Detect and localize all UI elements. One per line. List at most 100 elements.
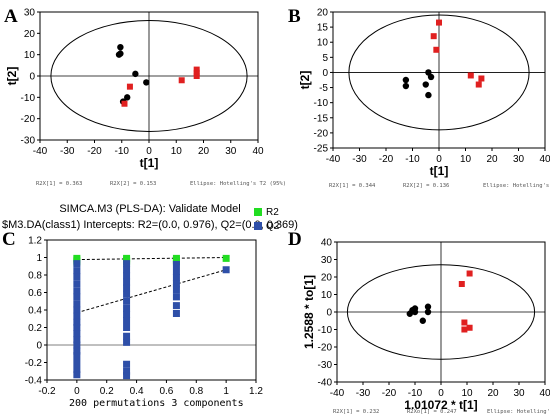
data-point xyxy=(73,330,81,338)
x-tick-label: 0.2 xyxy=(100,386,114,397)
data-point xyxy=(73,324,81,331)
data-point xyxy=(123,360,131,368)
data-point xyxy=(402,76,410,84)
data-point xyxy=(424,308,432,316)
data-point xyxy=(73,347,81,355)
data-point xyxy=(193,66,200,73)
data-point xyxy=(123,260,131,268)
x-tick-label: -20 xyxy=(379,154,394,165)
x-tick-label: -10 xyxy=(115,146,130,157)
y-tick-label: 20 xyxy=(321,273,333,284)
y-tick-label: -10 xyxy=(318,325,333,336)
y-tick-label: 0.4 xyxy=(28,306,42,317)
footer-note: R2X[1] = 0.232 xyxy=(333,409,379,415)
y-tick-label: -10 xyxy=(21,93,36,104)
x-tick-label: 0 xyxy=(146,146,152,157)
y-tick-label: 40 xyxy=(321,238,333,249)
footer-note: R2X[1] = 0.344 xyxy=(329,183,376,189)
y-tick-label: 0 xyxy=(29,72,35,83)
data-point xyxy=(117,44,124,51)
x-tick-label: -40 xyxy=(326,154,341,165)
panel-c: C-0.2 0 0.2 0.4 0.6 0.8 1 1.2-0.4-0.200.20.40.6… xyxy=(2,203,298,409)
y-tick-label: -20 xyxy=(314,128,329,139)
data-point xyxy=(172,286,180,294)
y-tick-label: -20 xyxy=(318,343,333,354)
y-tick-label: 0 xyxy=(36,341,42,352)
data-point xyxy=(172,274,180,282)
x-tick-label: 0 xyxy=(74,386,80,397)
data-point xyxy=(172,302,180,310)
data-point xyxy=(436,19,442,26)
panel-label: C xyxy=(2,229,16,250)
x-tick-label: -10 xyxy=(405,154,420,165)
y-tick-label: 20 xyxy=(24,29,36,40)
x-tick-label: -30 xyxy=(352,154,367,165)
data-point xyxy=(123,272,131,280)
data-point xyxy=(132,70,139,78)
y-tick-label: -15 xyxy=(314,113,329,124)
y-tick-label: 1.2 xyxy=(28,236,42,247)
data-point xyxy=(73,366,81,373)
data-point xyxy=(461,319,468,326)
data-point xyxy=(458,281,465,287)
y-axis-label: 1.2588 * to[1] xyxy=(302,275,316,349)
x-tick-label: 10 xyxy=(461,388,473,399)
y-axis-label: t[2] xyxy=(298,71,312,90)
panel-label: D xyxy=(288,229,302,250)
data-point xyxy=(466,324,473,331)
y-tick-label: -25 xyxy=(314,144,329,155)
x-tick-label: 0.8 xyxy=(189,386,203,397)
data-point xyxy=(73,359,81,366)
data-point xyxy=(123,284,131,292)
x-tick-label: 1 xyxy=(223,386,229,397)
footer-note: R2X[1] = 0.363 xyxy=(36,181,82,187)
y-tick-label: -30 xyxy=(318,360,333,371)
data-point xyxy=(433,46,440,53)
x-tick-label: 20 xyxy=(486,154,498,165)
y-tick-label: -0.2 xyxy=(25,358,43,369)
x-axis-label: t[1] xyxy=(140,156,159,170)
x-tick-label: -20 xyxy=(382,388,397,399)
x-tick-label: 0 xyxy=(438,388,444,399)
data-point xyxy=(73,267,81,275)
regression-line-r2 xyxy=(76,257,227,261)
data-point xyxy=(73,336,81,344)
x-axis-label: t[1] xyxy=(430,164,449,178)
data-point xyxy=(123,367,131,375)
data-point xyxy=(461,326,468,333)
data-point xyxy=(475,81,482,88)
x-tick-label: 30 xyxy=(513,154,525,165)
legend-label: R2 xyxy=(266,207,279,218)
panel-label: A xyxy=(4,6,18,27)
x-tick-label: 30 xyxy=(225,146,237,157)
legend-swatch xyxy=(254,222,262,230)
data-point xyxy=(123,317,131,324)
y-tick-label: 0.2 xyxy=(28,323,42,334)
y-tick-label: 30 xyxy=(24,8,36,19)
data-point xyxy=(123,372,131,380)
data-point xyxy=(126,83,133,90)
y-tick-label: 1 xyxy=(36,253,42,264)
y-tick-label: 10 xyxy=(321,290,333,301)
data-point xyxy=(73,341,81,349)
x-tick-label: 0.6 xyxy=(159,386,173,397)
data-point xyxy=(123,304,131,312)
data-point xyxy=(427,73,435,81)
y-tick-label: 30 xyxy=(321,255,333,266)
x-tick-label: 10 xyxy=(460,154,472,165)
data-point xyxy=(73,371,81,379)
x-tick-label: -40 xyxy=(330,388,345,399)
y-tick-label: -5 xyxy=(319,83,328,94)
data-point xyxy=(73,312,81,320)
data-point xyxy=(73,352,81,359)
x-tick-label: 10 xyxy=(171,146,183,157)
data-point xyxy=(172,310,180,317)
panel-label: B xyxy=(288,6,301,27)
data-point xyxy=(419,317,426,324)
y-tick-label: 10 xyxy=(24,50,36,61)
footer-note: Ellipse: Hotelling's T2 (95%) xyxy=(190,181,286,187)
x-tick-label: 20 xyxy=(487,388,499,399)
y-tick-label: -40 xyxy=(318,378,333,389)
data-point xyxy=(425,91,432,99)
